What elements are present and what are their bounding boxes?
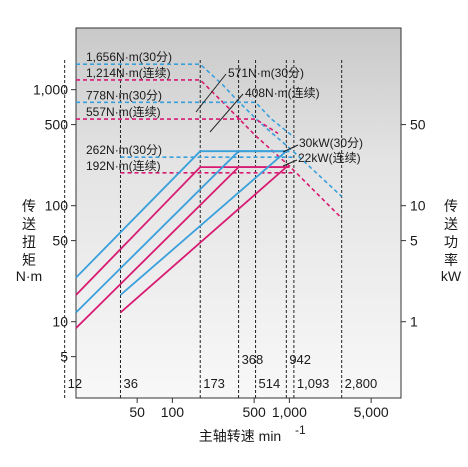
torque-annotation-2: 778N·m(30分) bbox=[86, 88, 162, 102]
callout-1: 408N·m(连续) bbox=[245, 85, 320, 100]
callout-3: 22kW(连续) bbox=[298, 150, 361, 165]
torque-annotation-0: 1,656N·m(30分) bbox=[86, 50, 172, 64]
x-axis-label: 主轴转速 min bbox=[199, 428, 281, 444]
torque-curve-2 bbox=[76, 101, 295, 138]
torque-series-5 bbox=[119, 166, 290, 314]
torque-annotation-1: 1,214N·m(连续) bbox=[86, 65, 171, 80]
y-left-tick-label-4: 500 bbox=[45, 117, 69, 133]
y-right-tick-label-1: 5 bbox=[410, 233, 418, 249]
torque-annotation-5: 192N·m(连续) bbox=[86, 158, 161, 173]
torque-curve-1 bbox=[76, 79, 343, 219]
y-right-label-char-1: 送 bbox=[444, 216, 458, 232]
y-right-label-char-2: 功 bbox=[444, 234, 458, 250]
y-left-label-unit: N·m bbox=[16, 268, 42, 284]
y-left-tick-label-5: 1,000 bbox=[33, 82, 68, 98]
torque-annotation-4: 262N·m(30分) bbox=[86, 143, 162, 157]
x-tick-label-2: 500 bbox=[242, 404, 266, 420]
y-left-label-char-0: 传 bbox=[22, 198, 36, 214]
y-left-tick-label-3: 100 bbox=[45, 198, 69, 214]
y-right-tick-label-0: 1 bbox=[410, 314, 418, 330]
x-tick-label-4: 5,000 bbox=[354, 404, 389, 420]
torque-series-3 bbox=[75, 166, 290, 329]
speed-label-0: 12 bbox=[68, 376, 82, 391]
x-tick-label-3: 1,000 bbox=[272, 404, 307, 420]
torque-curve-0 bbox=[76, 63, 343, 198]
callout-leader-0 bbox=[195, 73, 227, 113]
y-right-label-char-3: 率 bbox=[444, 252, 458, 268]
y-left-tick-label-1: 10 bbox=[52, 314, 68, 330]
x-tick-label-1: 100 bbox=[161, 404, 185, 420]
speed-label-4: 1,093 bbox=[297, 376, 330, 391]
callout-0: 571N·m(30分) bbox=[228, 66, 304, 80]
y-left-label-char-3: 矩 bbox=[22, 252, 36, 268]
y-right-label-char-0: 传 bbox=[444, 198, 458, 214]
y-right-tick-label-3: 50 bbox=[410, 117, 426, 133]
torque-series-2 bbox=[75, 150, 290, 314]
x-axis-label-exponent: -1 bbox=[295, 423, 306, 437]
speed-label-6: 368 bbox=[242, 352, 264, 367]
torque-annotation-3: 557N·m(连续) bbox=[86, 104, 161, 119]
speed-label-1: 36 bbox=[123, 376, 137, 391]
torque-series-4 bbox=[119, 150, 290, 296]
speed-label-2: 173 bbox=[203, 376, 225, 391]
y-left-label-char-1: 送 bbox=[22, 216, 36, 232]
y-left-label-char-2: 扭 bbox=[22, 234, 36, 250]
y-left-tick-label-0: 5 bbox=[60, 349, 68, 365]
speed-label-3: 514 bbox=[259, 376, 281, 391]
callout-leader-3 bbox=[282, 159, 298, 167]
y-right-tick-label-2: 10 bbox=[410, 198, 426, 214]
torque-curve-3 bbox=[76, 118, 279, 135]
y-right-label-unit: kW bbox=[441, 268, 462, 284]
callout-leader-2 bbox=[282, 144, 299, 153]
speed-label-5: 2,800 bbox=[345, 376, 378, 391]
x-tick-label-0: 50 bbox=[129, 404, 145, 420]
callout-leader-1 bbox=[209, 93, 244, 133]
callout-2: 30kW(30分) bbox=[299, 136, 363, 150]
speed-label-7: 942 bbox=[289, 352, 311, 367]
y-left-tick-label-2: 50 bbox=[52, 233, 68, 249]
